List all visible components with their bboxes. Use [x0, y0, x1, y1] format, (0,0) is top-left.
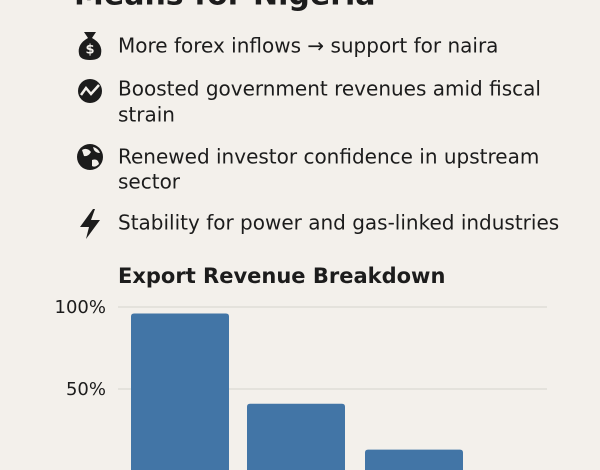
- svg-text:$: $: [85, 43, 94, 58]
- y-tick-label: 50%: [66, 379, 106, 400]
- globe-icon: [77, 144, 103, 170]
- item-text: strain: [118, 103, 175, 127]
- trend-icon: [78, 79, 102, 103]
- lightning-icon: [80, 209, 100, 239]
- page-title: Means for Nigeria: [74, 0, 376, 13]
- item-text: sector: [118, 170, 181, 194]
- item-text: Boosted government revenues amid fiscal: [118, 77, 541, 101]
- bar: [247, 403, 345, 470]
- item-text: More forex inflows → support for naira: [118, 34, 498, 58]
- bar: [365, 449, 463, 470]
- money-bag-icon: $: [78, 32, 102, 60]
- bar: [131, 313, 229, 470]
- item-text: Stability for power and gas-linked indus…: [118, 211, 559, 235]
- chart-title: Export Revenue Breakdown: [118, 264, 445, 288]
- item-text: Renewed investor confidence in upstream: [118, 145, 539, 169]
- y-tick-label: 100%: [55, 297, 106, 318]
